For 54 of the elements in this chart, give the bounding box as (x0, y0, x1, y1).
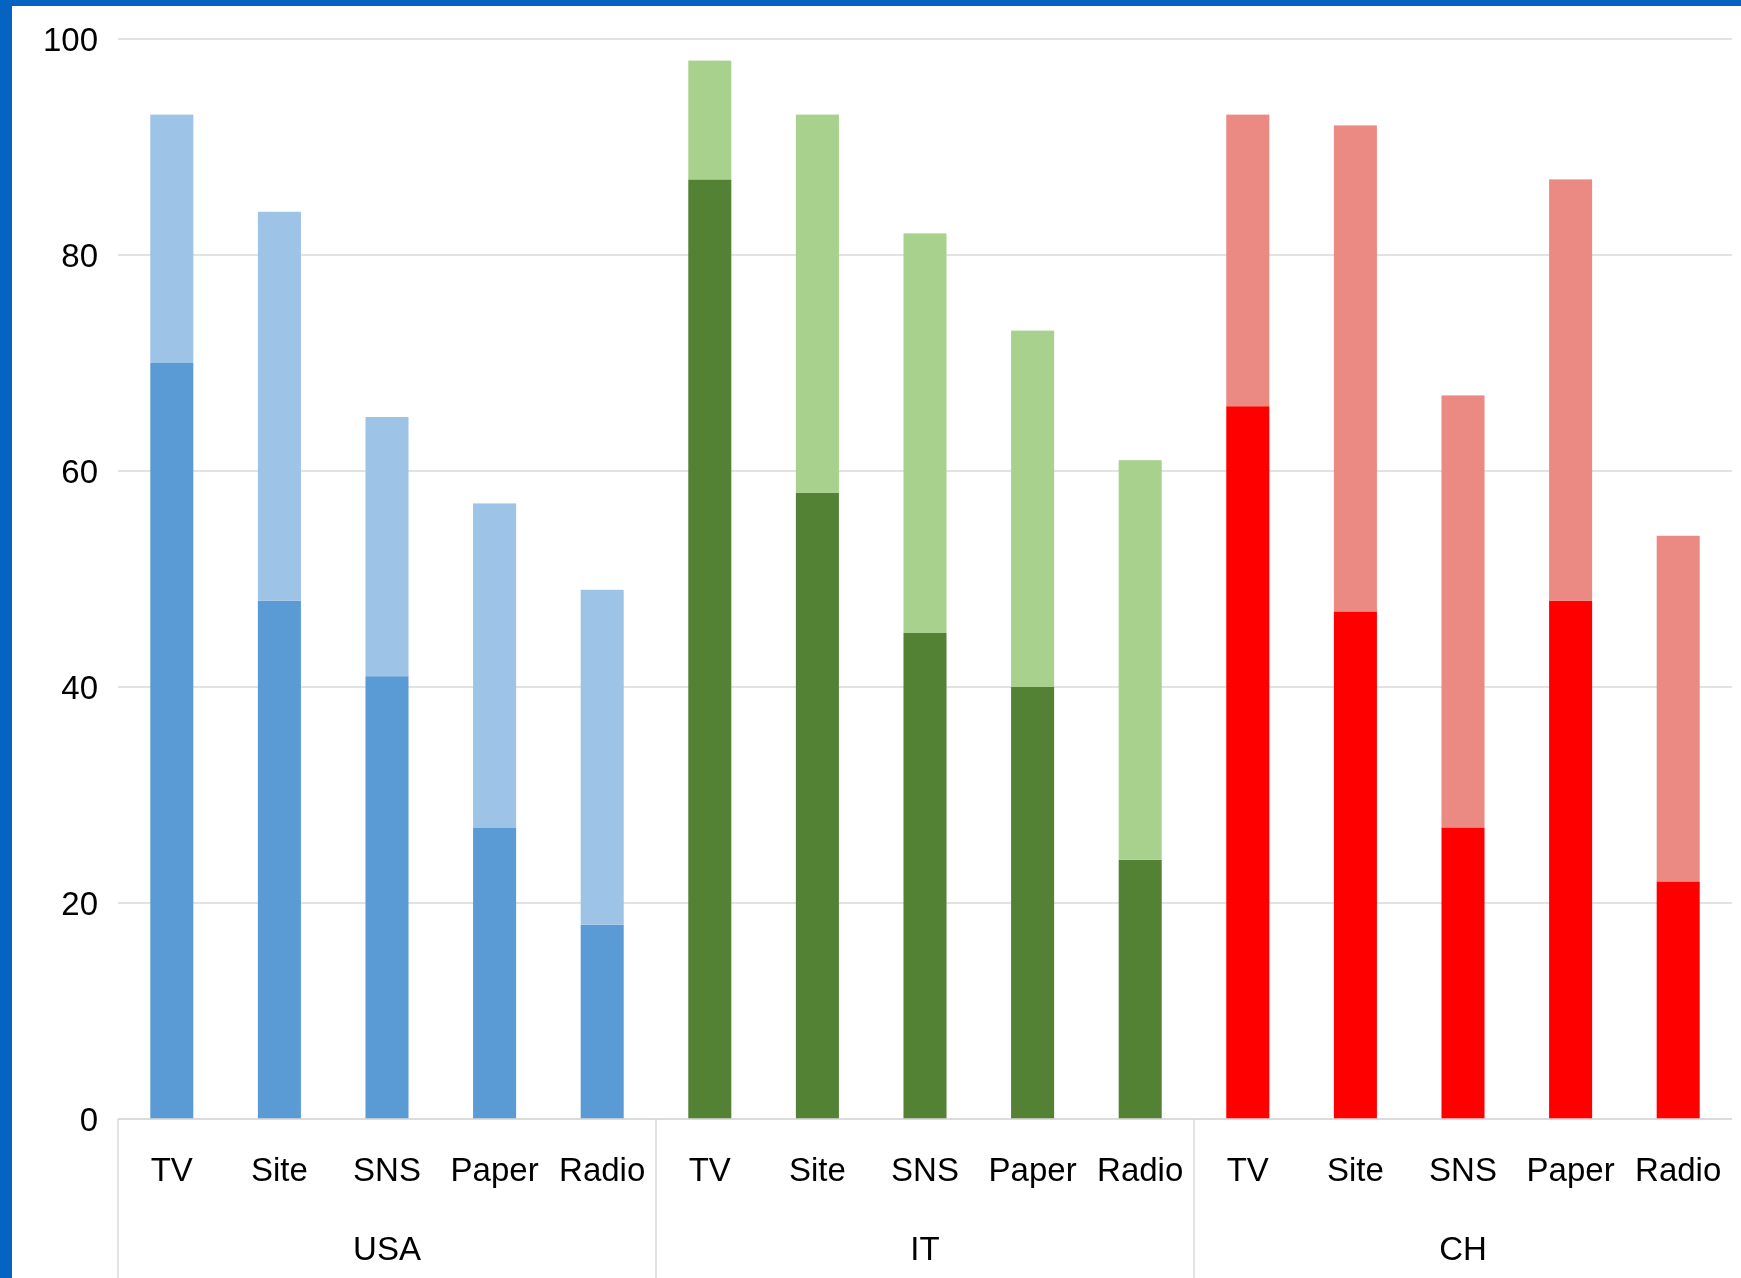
bar (150, 114, 194, 363)
bar (1549, 179, 1593, 601)
bar (688, 179, 732, 1119)
bar (473, 503, 517, 828)
x-tick-label: TV (688, 1151, 731, 1188)
x-tick-label: Radio (559, 1151, 646, 1188)
bar (1226, 114, 1270, 407)
bar (365, 676, 409, 1119)
bar (1333, 611, 1377, 1119)
x-tick-label: Site (1326, 1151, 1384, 1188)
x-tick-label: Site (250, 1151, 308, 1188)
x-axis-title: IT (910, 1230, 940, 1267)
bar (1011, 687, 1055, 1119)
bar (1011, 330, 1055, 687)
bar (1118, 859, 1162, 1119)
y-tick-label: 40 (61, 668, 98, 706)
y-tick-label: 100 (42, 20, 98, 58)
bar (1441, 395, 1485, 828)
x-axis-title: USA (353, 1230, 421, 1267)
bar (473, 827, 517, 1119)
bar (1656, 881, 1700, 1119)
bar (365, 417, 409, 677)
x-tick-label: Site (788, 1151, 846, 1188)
bar (1333, 125, 1377, 612)
x-tick-label: Radio (1635, 1151, 1722, 1188)
bar (150, 363, 194, 1119)
bar (257, 211, 301, 601)
x-tick-label: SNS (353, 1151, 421, 1188)
bar (580, 924, 624, 1119)
x-tick-label: Paper (988, 1151, 1077, 1188)
bar (795, 114, 839, 493)
bar (1441, 827, 1485, 1119)
x-tick-label: Paper (450, 1151, 539, 1188)
bar (1656, 535, 1700, 882)
bar (1118, 460, 1162, 860)
bar (1549, 600, 1593, 1119)
bar (257, 600, 301, 1119)
bar (1226, 406, 1270, 1119)
x-axis-title: CH (1439, 1230, 1487, 1267)
bar (903, 233, 947, 633)
y-tick-label: 0 (79, 1100, 98, 1138)
x-tick-label: SNS (1429, 1151, 1497, 1188)
y-tick-label: 20 (61, 884, 98, 922)
bar (580, 589, 624, 925)
x-tick-label: SNS (891, 1151, 959, 1188)
x-tick-label: TV (150, 1151, 193, 1188)
y-tick-label: 60 (61, 452, 98, 490)
bar (688, 60, 732, 180)
y-tick-label: 80 (61, 236, 98, 274)
x-tick-label: Radio (1097, 1151, 1184, 1188)
bar (903, 633, 947, 1119)
bar (795, 492, 839, 1119)
x-tick-label: Paper (1526, 1151, 1615, 1188)
x-tick-label: TV (1226, 1151, 1269, 1188)
